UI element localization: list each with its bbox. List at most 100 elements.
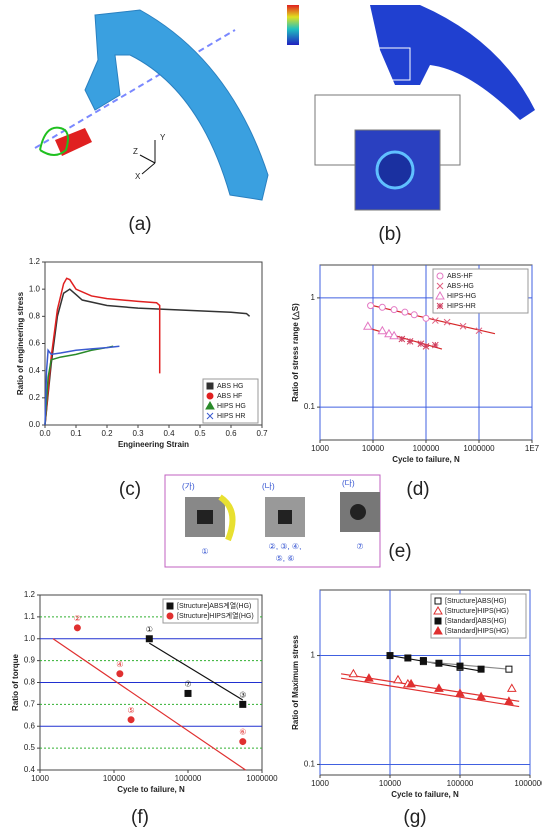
photo-hole bbox=[197, 510, 213, 524]
chart: 1000 10000 100000 1000000 1E7 0.1 1 Cycle to fa… bbox=[291, 264, 540, 500]
panel-a: Y Z X (a) bbox=[34, 9, 269, 235]
axis-line bbox=[34, 29, 236, 149]
spring bbox=[39, 126, 69, 156]
point bbox=[239, 700, 247, 708]
photo-label: (다) bbox=[342, 479, 355, 488]
series-line bbox=[44, 277, 161, 426]
point bbox=[404, 654, 412, 662]
caption: (c) bbox=[119, 479, 141, 500]
y-tick-label: 0.7 bbox=[24, 699, 36, 708]
y-axis-label: Ratio of stress range (△S) bbox=[291, 303, 300, 402]
caption: (a) bbox=[128, 214, 151, 235]
legend-label: ABS HG bbox=[217, 383, 243, 390]
legend-label: [Structure]HIPS(HG) bbox=[445, 608, 509, 615]
point-label: ⑥ bbox=[239, 728, 246, 737]
point bbox=[389, 330, 399, 340]
point bbox=[406, 337, 414, 345]
photo-labels: (가) (나) (다) ① ②, ③, ④, ⑤, ⑥ ⑦ bbox=[182, 479, 364, 563]
x-axis-label: Cycle to failure, N bbox=[391, 790, 459, 799]
y-tick-label: 0.6 bbox=[29, 339, 41, 348]
point bbox=[406, 678, 416, 688]
legend-marker bbox=[434, 597, 442, 605]
legend-marker bbox=[436, 302, 444, 310]
y-tick-label: 1 bbox=[311, 651, 316, 660]
y-tick-label: 1.0 bbox=[24, 634, 36, 643]
legend-label: HIPS-HR bbox=[447, 303, 476, 310]
caption: (b) bbox=[378, 224, 401, 245]
photo-items: ⑤, ⑥ bbox=[276, 554, 295, 563]
legend-label: [Structure]ABS계열(HG) bbox=[177, 601, 251, 610]
point-label: ⑦ bbox=[184, 680, 191, 689]
point bbox=[505, 665, 513, 673]
x-tick-label: 1000000 bbox=[246, 774, 278, 783]
x-tick-label: 100000 bbox=[413, 444, 440, 453]
point-label: ⑤ bbox=[127, 706, 134, 715]
point bbox=[504, 696, 514, 705]
point bbox=[398, 335, 406, 343]
caption: (g) bbox=[403, 807, 426, 828]
x-tick-label: 0.7 bbox=[256, 429, 268, 438]
point bbox=[367, 302, 375, 310]
legend-label: HIPS HR bbox=[217, 413, 245, 420]
legend-marker bbox=[166, 602, 174, 610]
point bbox=[401, 308, 409, 316]
legend-marker bbox=[206, 412, 214, 420]
point bbox=[417, 340, 425, 348]
point bbox=[184, 689, 192, 697]
x-tick-label: 0.4 bbox=[163, 429, 175, 438]
y-tick-label: 0.9 bbox=[24, 656, 36, 665]
hole bbox=[375, 150, 415, 190]
axis-z: Z bbox=[133, 147, 138, 156]
y-tick-label: 0.1 bbox=[304, 402, 316, 411]
point bbox=[116, 670, 124, 678]
axis-x: X bbox=[135, 172, 141, 181]
fit-line bbox=[52, 638, 246, 771]
legend-box bbox=[430, 593, 527, 639]
x-axis-label: Engineering Strain bbox=[118, 440, 189, 449]
chart: 1000 10000 100000 1000000 0.1 1 Cycle to failu… bbox=[291, 589, 542, 828]
point bbox=[384, 328, 394, 338]
x-tick-label: 100000 bbox=[175, 774, 202, 783]
panel-e: (가) (나) (다) ① ②, ③, ④, ⑤, ⑥ ⑦ (e) bbox=[164, 474, 412, 568]
legend-label: [Structure]HIPS계열(HG) bbox=[177, 611, 254, 620]
photo-label: (가) bbox=[182, 482, 195, 491]
point bbox=[364, 673, 374, 682]
part-body bbox=[84, 9, 269, 201]
y-axis-label: Ratio of Maximum stress bbox=[291, 635, 300, 730]
point bbox=[386, 652, 394, 660]
legend-label: [Standard]ABS(HG) bbox=[445, 618, 506, 625]
photo-label: (나) bbox=[262, 482, 275, 491]
chart: 1000 10000 100000 1000000 0.4 0.5 0.6 0.7 0.8 0.9… bbox=[11, 590, 278, 828]
point bbox=[456, 662, 464, 670]
point bbox=[435, 659, 443, 667]
caption: (f) bbox=[131, 807, 149, 828]
y-tick-label: 0.4 bbox=[29, 366, 41, 375]
legend-marker bbox=[166, 612, 174, 620]
fit-line bbox=[148, 642, 244, 701]
triad bbox=[139, 140, 156, 175]
legend-label: [Standard]HIPS(HG) bbox=[445, 628, 509, 635]
legend-label: HIPS HG bbox=[217, 403, 246, 410]
legend-label: ABS-HG bbox=[447, 283, 474, 290]
point bbox=[127, 716, 135, 724]
caption: (e) bbox=[388, 541, 411, 562]
x-tick-label: 1000 bbox=[311, 779, 329, 788]
series-line bbox=[44, 345, 120, 426]
point bbox=[506, 683, 517, 692]
x-tick-label: 1000000 bbox=[514, 779, 542, 788]
point bbox=[378, 303, 386, 311]
series-line bbox=[44, 288, 251, 426]
chart: 0.0 0.1 0.2 0.3 0.4 0.5 0.6 0.7 0.0 0.2 0.4 0.6 0.8 1… bbox=[16, 257, 268, 500]
y-tick-label: 0.8 bbox=[24, 678, 36, 687]
y-tick-label: 0.8 bbox=[29, 311, 41, 320]
point bbox=[73, 624, 81, 632]
photo-items: ① bbox=[201, 547, 208, 556]
panel-b: (b) bbox=[287, 5, 535, 245]
shaft bbox=[55, 128, 92, 156]
y-tick-label: 0.6 bbox=[24, 721, 36, 730]
x-tick-label: 0.5 bbox=[194, 429, 206, 438]
y-tick-label: 0.4 bbox=[24, 765, 36, 774]
point bbox=[393, 674, 403, 684]
point bbox=[390, 306, 398, 314]
